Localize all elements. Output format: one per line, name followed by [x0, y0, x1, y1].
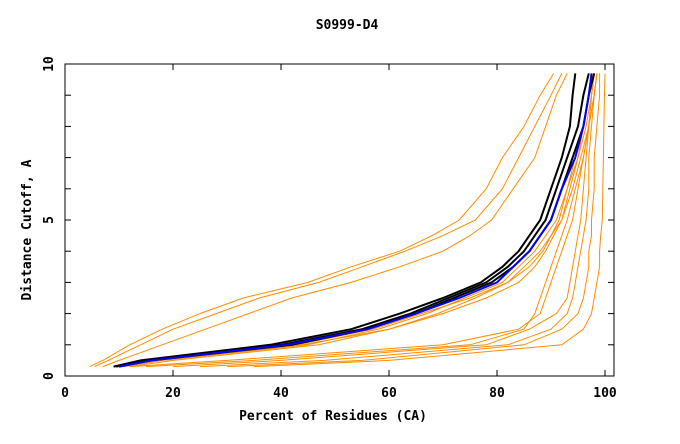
y-axis-label: Distance Cutoff, A: [20, 159, 35, 300]
series-lines: [89, 73, 606, 368]
chart-title: S0999-D4: [316, 18, 379, 33]
y-tick-label: 10: [42, 56, 57, 72]
x-tick-label: 100: [593, 386, 617, 401]
series-line-A3: [102, 73, 568, 368]
series-line-O1: [124, 73, 595, 368]
x-tick-label: 20: [165, 386, 181, 401]
y-tick-label: 0: [42, 372, 57, 380]
series-line-L5: [253, 73, 606, 368]
series-line-A2: [94, 73, 563, 368]
axis-ticks: 0 20 40 60 80 100 0 5 10: [42, 56, 617, 401]
x-tick-label: 60: [381, 386, 397, 401]
series-line-L6: [145, 73, 598, 368]
x-tick-label: 80: [489, 386, 505, 401]
series-line-O2: [129, 73, 598, 368]
series-line-A1: [89, 73, 555, 368]
series-line-O3: [118, 73, 592, 368]
series-line-B2: [116, 73, 590, 368]
series-line-L2: [172, 73, 595, 368]
x-tick-label: 0: [61, 386, 69, 401]
series-line-Blue: [118, 73, 593, 368]
series-line-L4: [226, 73, 601, 368]
series-line-B1: [113, 73, 577, 368]
x-axis-label: Percent of Residues (CA): [239, 409, 427, 424]
y-tick-label: 5: [42, 216, 57, 224]
x-tick-label: 40: [273, 386, 289, 401]
series-line-L1: [129, 73, 595, 368]
series-line-L3: [199, 73, 598, 368]
